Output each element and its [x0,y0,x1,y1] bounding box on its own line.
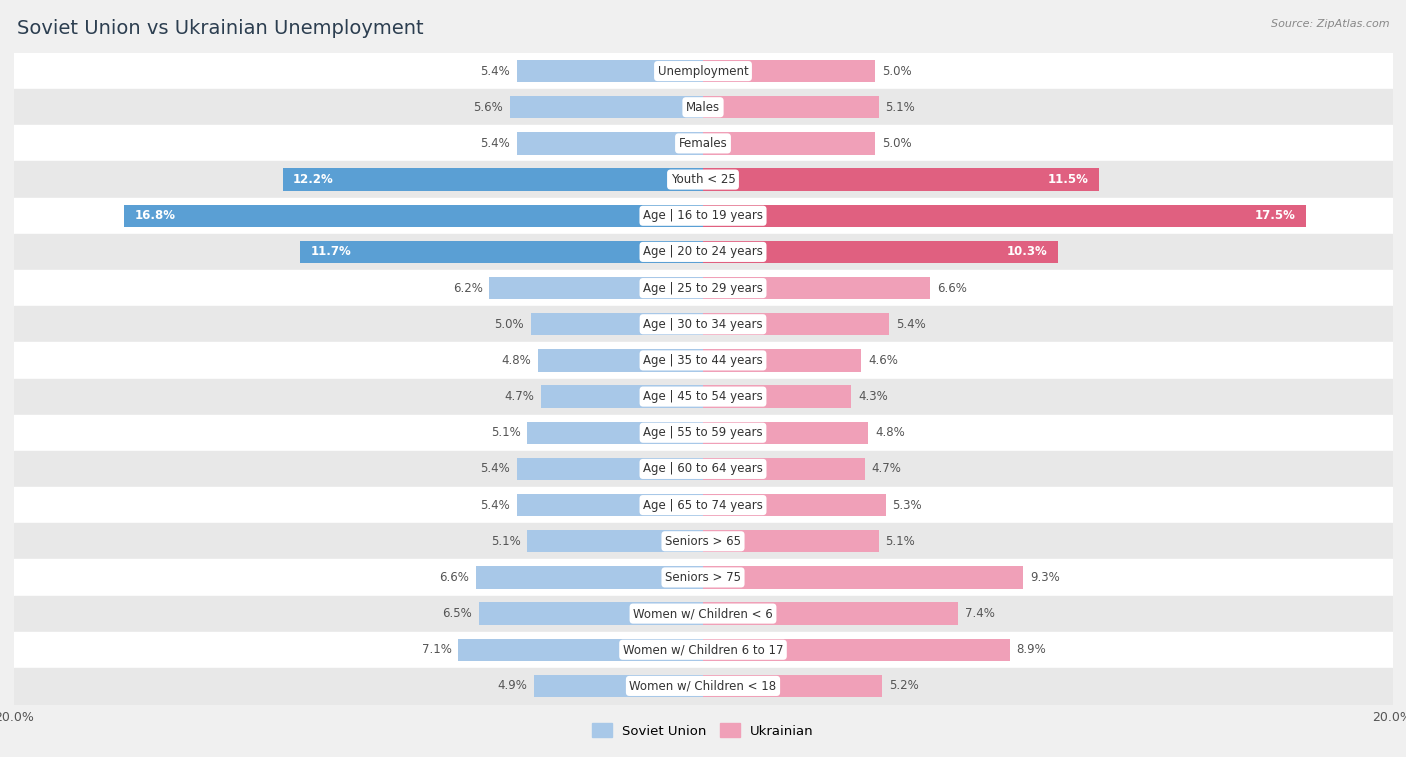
Legend: Soviet Union, Ukrainian: Soviet Union, Ukrainian [586,718,820,743]
Bar [703,566,1024,589]
Text: Age | 60 to 64 years: Age | 60 to 64 years [643,463,763,475]
Bar [703,639,1010,661]
Text: Unemployment: Unemployment [658,64,748,77]
Bar [703,60,875,83]
Text: 4.8%: 4.8% [501,354,531,367]
Bar [475,566,703,589]
Text: 6.5%: 6.5% [443,607,472,620]
Bar [517,458,703,480]
Bar [124,204,703,227]
Bar [703,277,931,299]
Text: 16.8%: 16.8% [135,209,176,223]
Bar [541,385,703,408]
Text: 5.1%: 5.1% [491,534,520,548]
Bar [537,349,703,372]
Bar [510,96,703,118]
Text: Age | 55 to 59 years: Age | 55 to 59 years [643,426,763,439]
Text: 5.1%: 5.1% [886,101,915,114]
Text: Age | 30 to 34 years: Age | 30 to 34 years [643,318,763,331]
Bar [527,422,703,444]
Bar [703,494,886,516]
Text: 5.4%: 5.4% [481,463,510,475]
Bar [703,168,1099,191]
Bar [703,603,957,625]
Text: 4.8%: 4.8% [875,426,905,439]
Text: 4.6%: 4.6% [869,354,898,367]
Bar [517,60,703,83]
Text: 8.9%: 8.9% [1017,643,1046,656]
Bar [703,132,875,154]
Text: 5.0%: 5.0% [882,64,911,77]
Text: Age | 65 to 74 years: Age | 65 to 74 years [643,499,763,512]
Text: 4.3%: 4.3% [858,390,887,403]
Bar [527,530,703,553]
Text: 12.2%: 12.2% [292,173,333,186]
Text: 4.7%: 4.7% [505,390,534,403]
Bar [703,674,882,697]
Text: Source: ZipAtlas.com: Source: ZipAtlas.com [1271,19,1389,29]
Text: Age | 35 to 44 years: Age | 35 to 44 years [643,354,763,367]
Bar [703,422,869,444]
Text: 5.0%: 5.0% [882,137,911,150]
Bar [283,168,703,191]
Text: Women w/ Children 6 to 17: Women w/ Children 6 to 17 [623,643,783,656]
Bar [517,494,703,516]
Text: 7.1%: 7.1% [422,643,451,656]
Text: 4.7%: 4.7% [872,463,901,475]
Bar [299,241,703,263]
Bar [517,132,703,154]
Bar [703,458,865,480]
Bar [703,241,1057,263]
Text: Women w/ Children < 18: Women w/ Children < 18 [630,680,776,693]
Text: 5.4%: 5.4% [481,499,510,512]
Text: 17.5%: 17.5% [1254,209,1295,223]
Bar [703,204,1306,227]
Text: 11.5%: 11.5% [1047,173,1088,186]
Text: Age | 25 to 29 years: Age | 25 to 29 years [643,282,763,294]
Text: 5.4%: 5.4% [481,64,510,77]
Bar [458,639,703,661]
Text: 7.4%: 7.4% [965,607,994,620]
Text: Females: Females [679,137,727,150]
Text: 5.1%: 5.1% [491,426,520,439]
Text: 5.6%: 5.6% [474,101,503,114]
Text: 10.3%: 10.3% [1007,245,1047,258]
Text: 6.2%: 6.2% [453,282,482,294]
Text: 5.4%: 5.4% [481,137,510,150]
Bar [534,674,703,697]
Text: Age | 16 to 19 years: Age | 16 to 19 years [643,209,763,223]
Text: 5.3%: 5.3% [893,499,922,512]
Text: Soviet Union vs Ukrainian Unemployment: Soviet Union vs Ukrainian Unemployment [17,19,423,38]
Text: 6.6%: 6.6% [439,571,468,584]
Text: Males: Males [686,101,720,114]
Bar [703,349,862,372]
Bar [703,530,879,553]
Text: 5.0%: 5.0% [495,318,524,331]
Text: 5.2%: 5.2% [889,680,918,693]
Bar [703,96,879,118]
Text: Age | 45 to 54 years: Age | 45 to 54 years [643,390,763,403]
Bar [703,313,889,335]
Text: Seniors > 75: Seniors > 75 [665,571,741,584]
Bar [703,385,851,408]
Text: Age | 20 to 24 years: Age | 20 to 24 years [643,245,763,258]
Text: 4.9%: 4.9% [498,680,527,693]
Bar [479,603,703,625]
Text: 5.4%: 5.4% [896,318,925,331]
Text: 5.1%: 5.1% [886,534,915,548]
Text: Women w/ Children < 6: Women w/ Children < 6 [633,607,773,620]
Text: Youth < 25: Youth < 25 [671,173,735,186]
Bar [489,277,703,299]
Text: 11.7%: 11.7% [311,245,352,258]
Text: Seniors > 65: Seniors > 65 [665,534,741,548]
Text: 9.3%: 9.3% [1031,571,1060,584]
Text: 6.6%: 6.6% [938,282,967,294]
Bar [531,313,703,335]
